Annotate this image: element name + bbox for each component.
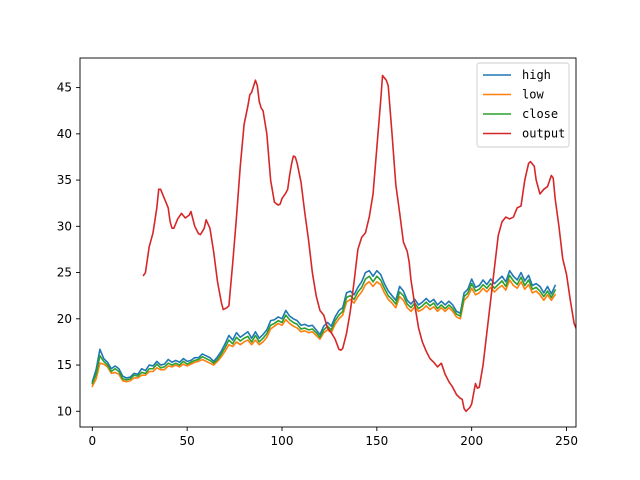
x-tick-label: 150 [365,434,388,448]
axes-layer: 0 50 100 150 200 250 10 15 20 25 30 35 40 45 [57,57,578,448]
y-tick-label: 10 [57,404,72,418]
y-tick-label: 25 [57,266,72,280]
x-tick-label: 50 [180,434,195,448]
x-tick-label: 200 [460,434,483,448]
legend-label-high: high [522,68,551,82]
y-tick-label: 40 [57,127,72,141]
y-tick-label: 30 [57,219,72,233]
legend-label-close: close [522,107,558,121]
series-line-low [91,279,557,388]
legend-label-low: low [522,88,544,102]
legend-box [476,62,570,148]
plot-area [91,74,576,413]
x-tick-label: 250 [555,434,578,448]
y-tick-label: 45 [57,81,72,95]
axes-frame [79,57,577,428]
legend: high low close output [476,62,570,148]
x-tick-label: 0 [89,434,97,448]
series-line-high [91,269,557,383]
y-tick-label: 35 [57,173,72,187]
x-tick-label: 100 [271,434,294,448]
series-line-output [142,74,576,413]
y-tick-label: 15 [57,358,72,372]
series-line-close [91,274,557,385]
series-layer [91,74,576,413]
y-tick-label: 20 [57,312,72,326]
legend-label-output: output [522,127,565,141]
